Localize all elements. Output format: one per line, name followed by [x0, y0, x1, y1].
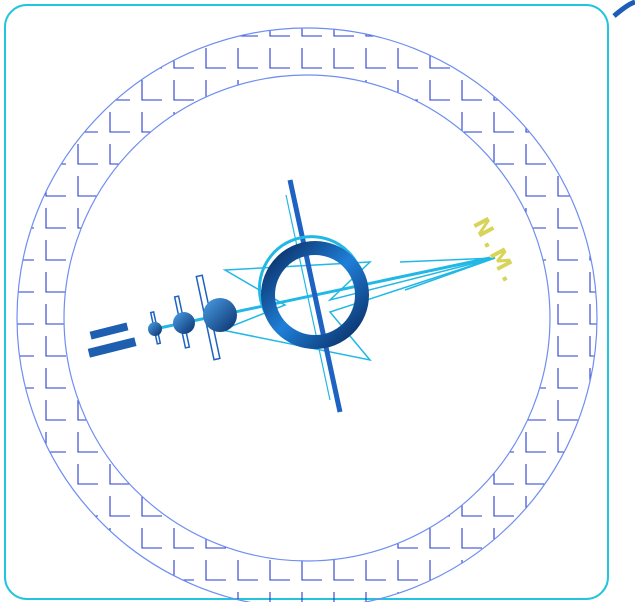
compass-needle [87, 179, 496, 413]
corner-arc [612, 0, 635, 18]
